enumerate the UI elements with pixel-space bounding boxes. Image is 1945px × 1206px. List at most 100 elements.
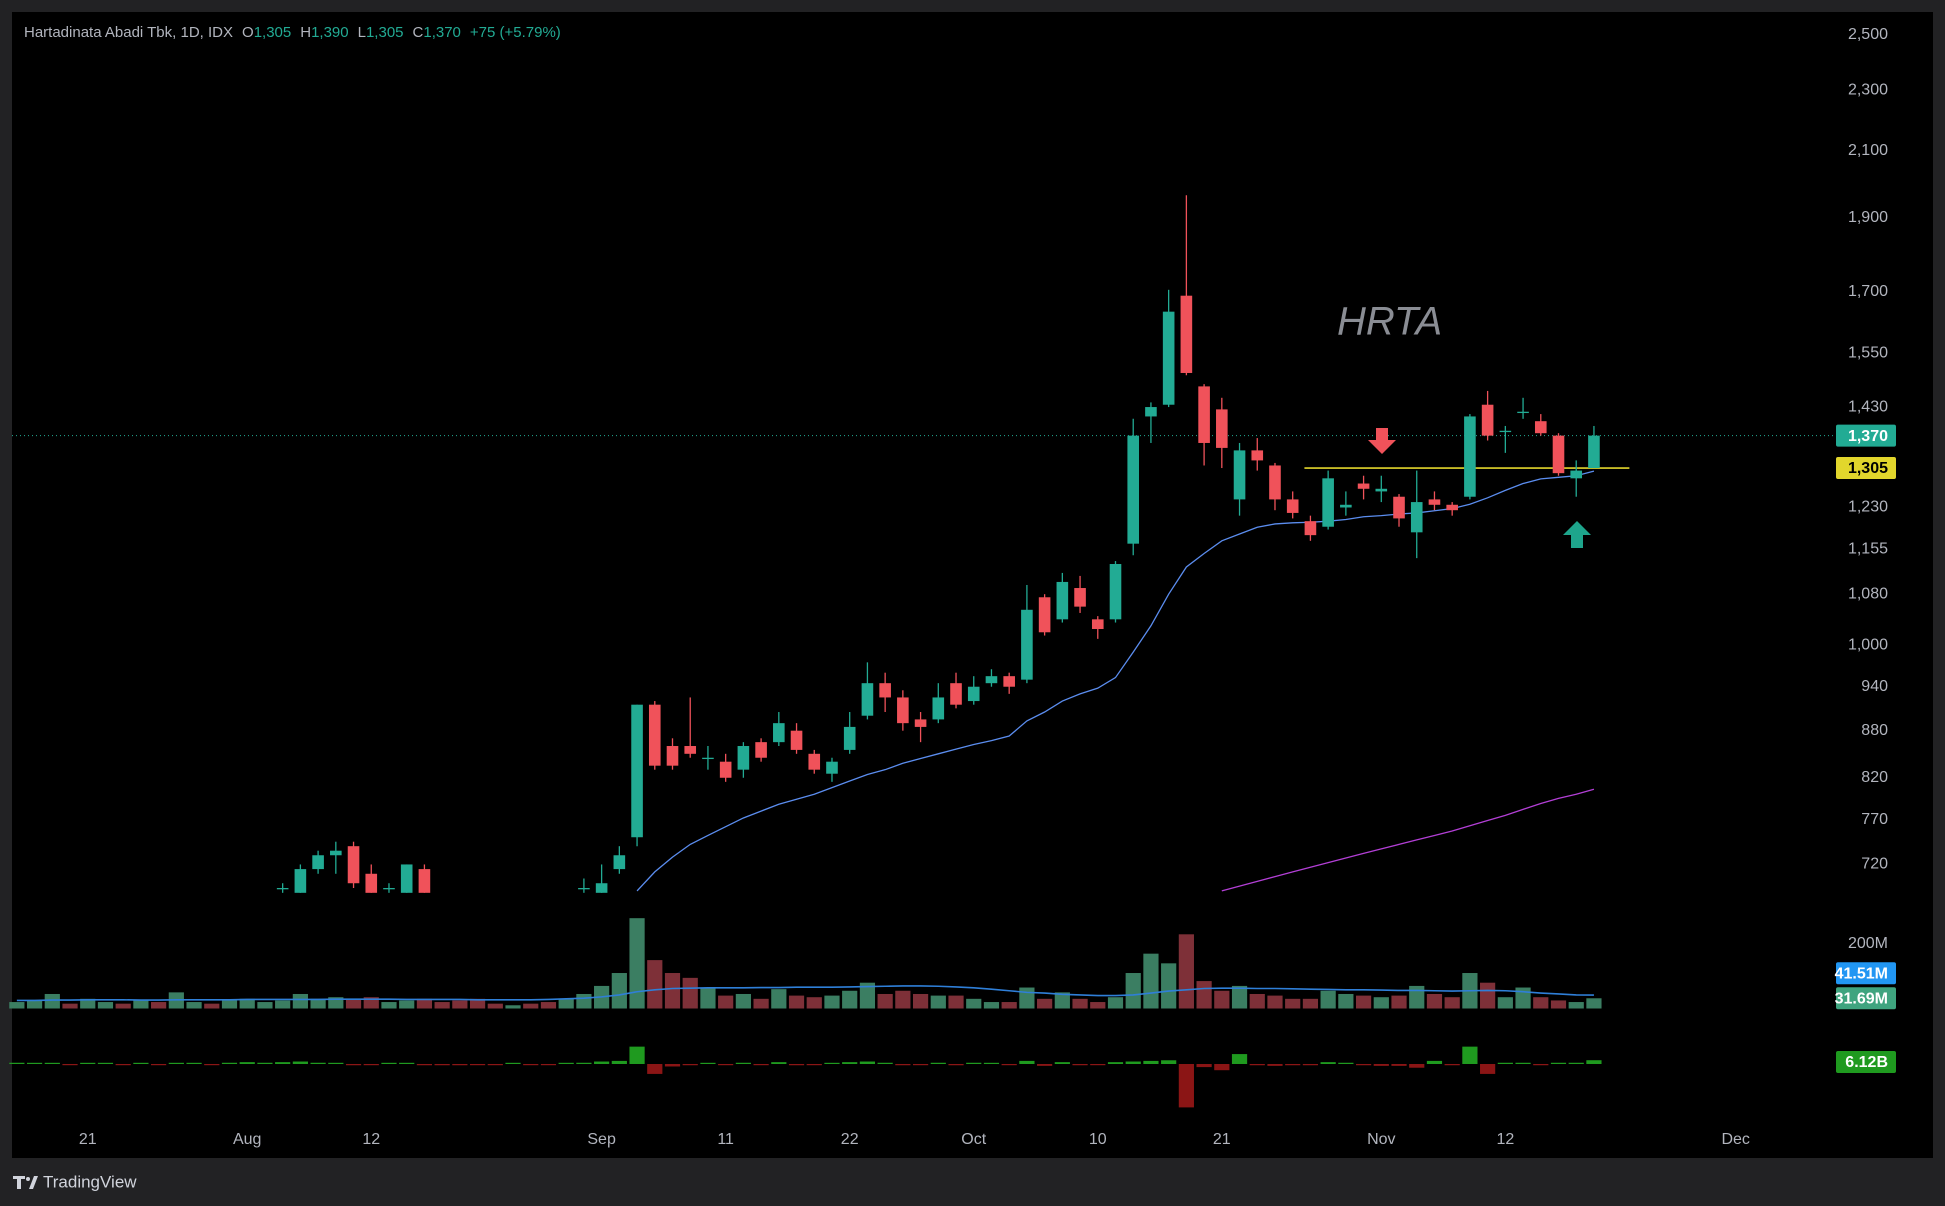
- delta-bar: [647, 1064, 663, 1074]
- volume-bar: [1037, 998, 1053, 1009]
- candle-body: [1233, 450, 1246, 500]
- delta-bar: [221, 1062, 238, 1064]
- volume-bar: [1533, 997, 1549, 1009]
- ohlc-key: L: [358, 24, 366, 41]
- candle-body: [276, 888, 289, 890]
- volume-bar: [1373, 997, 1389, 1009]
- delta-bar: [44, 1062, 60, 1064]
- volume-bar: [26, 1000, 43, 1009]
- delta-bar: [1178, 1064, 1194, 1108]
- delta-bar: [381, 1062, 397, 1064]
- x-tick-label: Oct: [961, 1131, 986, 1148]
- candle-body: [826, 761, 838, 774]
- volume-bar: [1586, 998, 1602, 1009]
- volume-bar: [611, 973, 627, 1009]
- volume-bar: [806, 997, 822, 1009]
- candle-body: [702, 757, 714, 760]
- delta-bar: [452, 1064, 468, 1066]
- delta-bar: [292, 1061, 308, 1064]
- volume-bar: [1267, 995, 1283, 1009]
- volume-bar: [275, 1000, 291, 1009]
- delta-bar: [948, 1064, 964, 1066]
- volume-bar: [859, 982, 876, 1009]
- volume-bar: [416, 998, 433, 1009]
- volume-bar: [221, 1000, 238, 1009]
- volume-bar: [523, 1003, 539, 1009]
- candle-body: [1038, 597, 1051, 633]
- candle-body: [294, 869, 307, 893]
- ohlc-key: H: [300, 24, 311, 41]
- delta-bar: [664, 1064, 681, 1067]
- volume-bar: [204, 1003, 220, 1009]
- candle-body: [1198, 386, 1210, 443]
- delta-bar: [97, 1062, 114, 1064]
- delta-bar: [1001, 1064, 1017, 1066]
- x-tick-label: 12: [362, 1131, 380, 1148]
- change: +75 (+5.79%): [470, 24, 561, 41]
- up-arrow: [1563, 521, 1591, 548]
- delta-bar: [1391, 1064, 1407, 1066]
- volume-bar: [1161, 963, 1177, 1009]
- candle-body: [1499, 430, 1512, 433]
- candle-body: [1180, 295, 1193, 373]
- volume-bar: [239, 998, 255, 1009]
- delta-bar: [966, 1062, 982, 1064]
- annotation: HRTA: [1337, 300, 1442, 344]
- delta-bar: [363, 1064, 379, 1066]
- ohlc-value: 1,305: [254, 24, 292, 41]
- volume-bar: [381, 1002, 397, 1009]
- delta-bar: [806, 1064, 822, 1066]
- delta-bar: [842, 1062, 858, 1064]
- volume-bar: [912, 993, 929, 1009]
- volume-bar: [62, 1003, 78, 1009]
- volume-bar: [328, 997, 344, 1009]
- delta-bar: [487, 1064, 503, 1066]
- volume-bar: [1178, 934, 1194, 1009]
- delta-bar: [1107, 1062, 1124, 1064]
- delta-bar: [1515, 1062, 1531, 1064]
- candle-body: [1464, 416, 1476, 497]
- volume-bar: [80, 998, 96, 1009]
- volume-bar: [629, 918, 645, 1009]
- ohlc-value: 1,305: [366, 24, 404, 41]
- ohlc-value: 1,370: [423, 24, 461, 41]
- delta-bar: [1143, 1060, 1159, 1064]
- candle-body: [1410, 502, 1423, 533]
- volume-bar: [842, 990, 858, 1009]
- delta-bar: [788, 1064, 805, 1066]
- delta-bar: [1568, 1062, 1584, 1064]
- candle-body: [950, 683, 962, 705]
- delta-bar: [434, 1064, 450, 1066]
- candle-body: [1127, 435, 1140, 544]
- delta-bar: [1426, 1060, 1443, 1064]
- delta-bar: [469, 1064, 486, 1066]
- candle-body: [737, 746, 750, 770]
- candle-body: [1074, 588, 1086, 607]
- delta-bar: [930, 1062, 946, 1064]
- candle-body: [967, 686, 980, 702]
- candle-body: [1286, 499, 1299, 513]
- hline-label: 1,305: [1848, 460, 1888, 477]
- delta-bar: [1161, 1060, 1177, 1064]
- volume-bar: [1409, 985, 1425, 1009]
- delta-bar: [771, 1062, 787, 1064]
- volume-bar: [1480, 982, 1496, 1009]
- volume-bar: [930, 995, 946, 1009]
- delta-bar: [1267, 1064, 1283, 1066]
- candle-body: [985, 676, 998, 684]
- candle-body: [1304, 521, 1317, 536]
- delta-bar: [1355, 1064, 1372, 1066]
- delta-bar: [204, 1064, 220, 1066]
- volume-bar: [133, 1000, 149, 1009]
- delta-bar: [1497, 1062, 1513, 1064]
- y-tick-label: 1,430: [1848, 398, 1888, 415]
- candle-body: [914, 719, 927, 727]
- delta-bar: [310, 1062, 326, 1064]
- delta-bar: [611, 1060, 627, 1064]
- logo-mark: [13, 1176, 25, 1189]
- volume-bar: [1054, 992, 1070, 1009]
- volume-bar: [257, 1002, 273, 1009]
- candle-body: [843, 726, 856, 750]
- delta-bar: [1462, 1046, 1478, 1064]
